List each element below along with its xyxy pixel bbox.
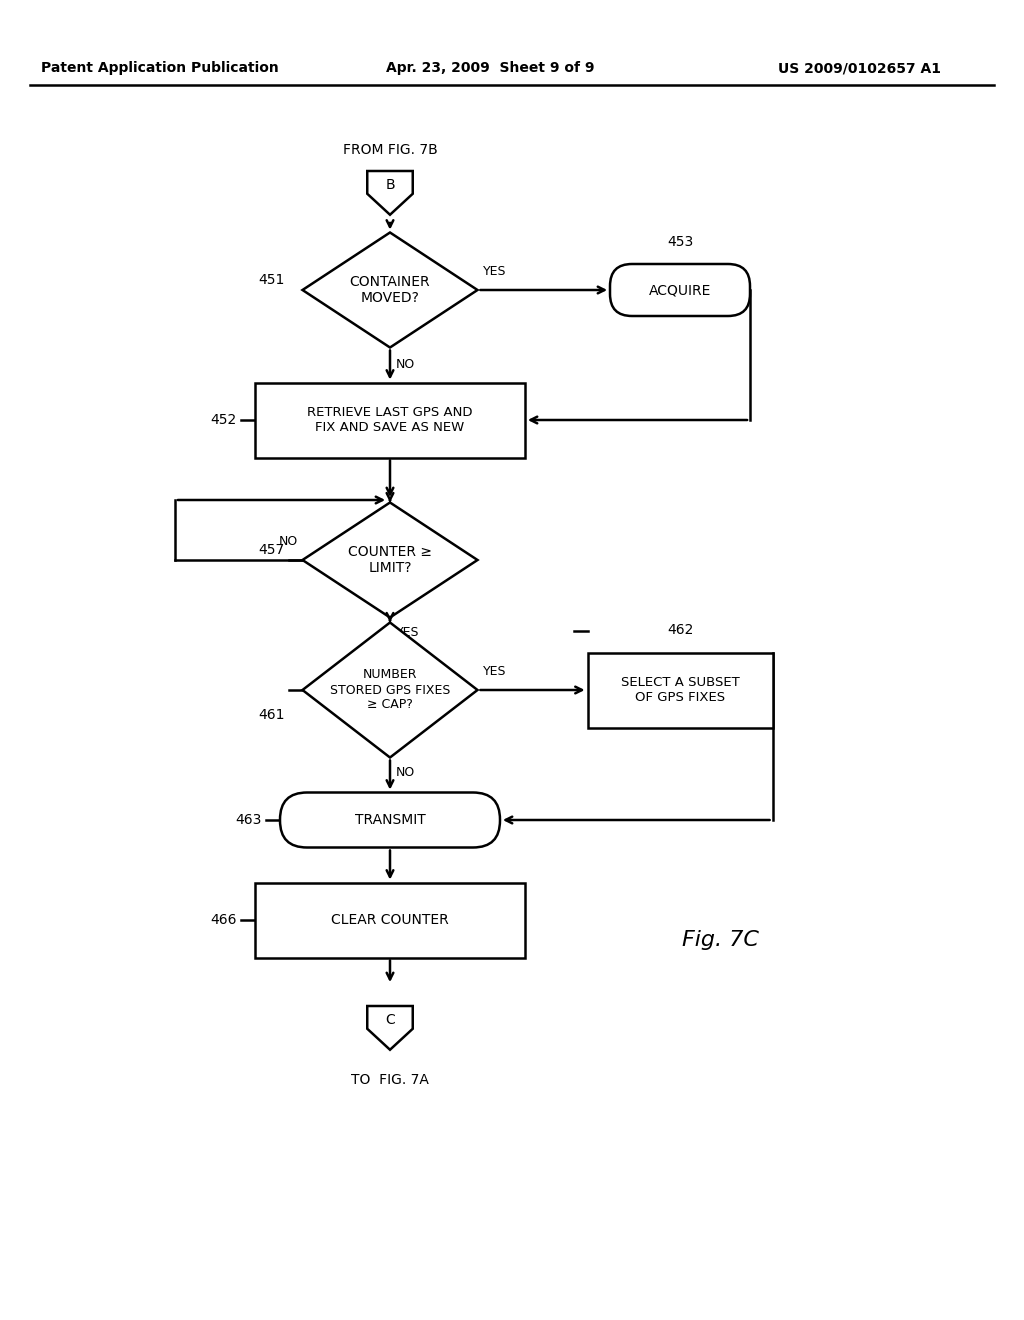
Text: Apr. 23, 2009  Sheet 9 of 9: Apr. 23, 2009 Sheet 9 of 9 xyxy=(386,61,594,75)
Text: 457: 457 xyxy=(258,543,285,557)
Text: FROM FIG. 7B: FROM FIG. 7B xyxy=(343,143,437,157)
Text: TRANSMIT: TRANSMIT xyxy=(354,813,425,828)
Polygon shape xyxy=(368,172,413,215)
Text: Fig. 7C: Fig. 7C xyxy=(682,931,759,950)
Text: 451: 451 xyxy=(258,273,285,286)
Text: TO  FIG. 7A: TO FIG. 7A xyxy=(351,1073,429,1086)
FancyBboxPatch shape xyxy=(280,792,500,847)
Text: NO: NO xyxy=(396,358,416,371)
FancyBboxPatch shape xyxy=(255,883,525,957)
Polygon shape xyxy=(368,1006,413,1049)
Polygon shape xyxy=(302,503,477,618)
Text: Patent Application Publication: Patent Application Publication xyxy=(41,61,279,75)
Polygon shape xyxy=(302,232,477,347)
Text: US 2009/0102657 A1: US 2009/0102657 A1 xyxy=(778,61,941,75)
FancyBboxPatch shape xyxy=(588,652,772,727)
Text: YES: YES xyxy=(482,265,506,279)
Text: 452: 452 xyxy=(211,413,237,426)
FancyBboxPatch shape xyxy=(610,264,750,315)
Text: 466: 466 xyxy=(211,913,237,927)
Text: B: B xyxy=(385,178,395,191)
Text: CLEAR COUNTER: CLEAR COUNTER xyxy=(331,913,449,927)
Text: YES: YES xyxy=(396,626,420,639)
FancyBboxPatch shape xyxy=(255,383,525,458)
Text: NUMBER
STORED GPS FIXES
≥ CAP?: NUMBER STORED GPS FIXES ≥ CAP? xyxy=(330,668,451,711)
Text: 461: 461 xyxy=(258,708,285,722)
Polygon shape xyxy=(302,623,477,758)
Text: 453: 453 xyxy=(667,235,693,249)
Text: COUNTER ≥
LIMIT?: COUNTER ≥ LIMIT? xyxy=(348,545,432,576)
Text: C: C xyxy=(385,1012,395,1027)
Text: NO: NO xyxy=(279,535,298,548)
Text: RETRIEVE LAST GPS AND
FIX AND SAVE AS NEW: RETRIEVE LAST GPS AND FIX AND SAVE AS NE… xyxy=(307,407,473,434)
Text: YES: YES xyxy=(482,665,506,678)
Text: NO: NO xyxy=(396,766,416,779)
Text: CONTAINER
MOVED?: CONTAINER MOVED? xyxy=(349,275,430,305)
Text: ACQUIRE: ACQUIRE xyxy=(649,282,712,297)
Text: 462: 462 xyxy=(667,623,693,638)
Text: SELECT A SUBSET
OF GPS FIXES: SELECT A SUBSET OF GPS FIXES xyxy=(621,676,739,704)
Text: 463: 463 xyxy=(236,813,262,828)
